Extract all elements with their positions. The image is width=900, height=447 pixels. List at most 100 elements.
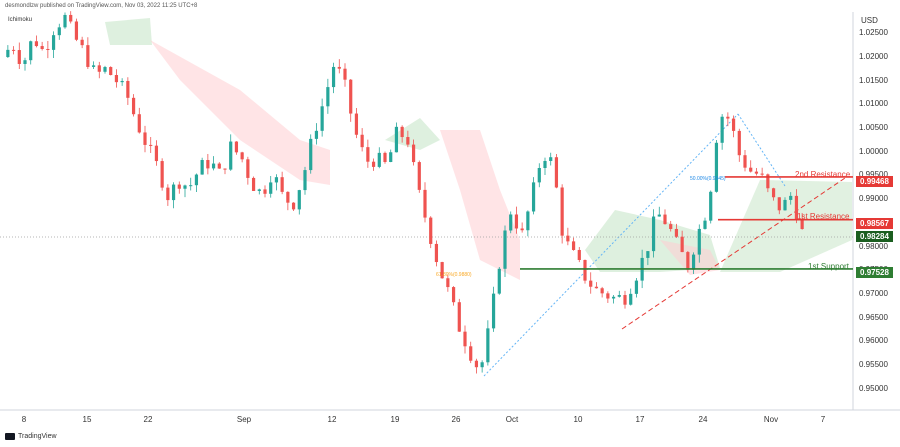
bull-candle [714, 142, 719, 192]
bull-candle [120, 80, 124, 83]
bear-candle [234, 141, 239, 153]
bear-candle [463, 331, 467, 347]
time-tick-label: 24 [698, 415, 708, 424]
bear-candle [669, 224, 673, 229]
bear-candle [337, 66, 341, 69]
support-1-label: 1st Support [808, 262, 849, 271]
bull-candle [657, 214, 661, 217]
bear-candle [777, 197, 781, 211]
bear-candle [74, 21, 79, 40]
time-tick-label: 22 [143, 415, 153, 424]
bear-candle [566, 235, 570, 242]
time-tick-label: Oct [505, 415, 519, 424]
bear-candle [17, 50, 21, 64]
bear-candle [177, 184, 181, 189]
bear-candle [571, 241, 576, 250]
bull-candle [503, 230, 507, 269]
time-tick-label: Nov [763, 415, 779, 424]
time-tick-label: 12 [327, 415, 337, 424]
bull-candle [91, 65, 96, 67]
bull-candle [309, 138, 313, 171]
bull-candle [646, 251, 650, 258]
bull-candle [23, 60, 27, 64]
resistance-1-label: 1st Resistance [797, 212, 850, 221]
bull-candle [509, 214, 513, 231]
bear-candle [514, 214, 519, 229]
bear-candle [109, 67, 113, 76]
fib-trend-line[interactable] [483, 113, 739, 377]
bear-candle [263, 189, 267, 194]
support-1-price-tag: 0.97528 [856, 267, 893, 278]
bear-candle [451, 287, 456, 303]
bear-candle [560, 187, 564, 236]
price-tick-label: 0.98000 [859, 241, 888, 251]
bear-candle [469, 346, 473, 361]
bear-candle [726, 116, 730, 119]
bull-candle [486, 328, 490, 363]
bull-candle [194, 174, 199, 186]
bear-candle [606, 293, 610, 299]
bull-candle [394, 126, 399, 153]
bear-candle [97, 65, 101, 72]
bear-candle [246, 159, 250, 178]
bull-candle [326, 87, 330, 107]
bear-candle [40, 46, 44, 49]
bear-candle [411, 144, 416, 163]
bull-candle [531, 182, 536, 212]
resistance-2-price-tag: 0.99468 [856, 176, 893, 187]
price-tick-label: 1.01000 [859, 99, 888, 109]
bear-candle [69, 14, 73, 22]
bull-candle [491, 293, 496, 329]
bear-candle [800, 219, 804, 229]
bear-candle [457, 302, 461, 332]
bear-candle [137, 114, 141, 133]
bull-candle [29, 41, 33, 61]
footer-brand-text: TradingView [18, 433, 57, 440]
bull-candle [171, 184, 176, 201]
bear-candle [440, 262, 444, 279]
bear-candle [154, 145, 159, 162]
ascending-trendline[interactable] [621, 177, 846, 330]
bear-candle [423, 189, 427, 218]
bear-candle [600, 288, 604, 294]
bull-candle [783, 199, 787, 211]
bear-candle [291, 202, 296, 210]
bull-candle [389, 152, 393, 162]
bull-candle [526, 211, 530, 231]
bull-candle [691, 254, 696, 270]
footer-brand[interactable]: TradingView [5, 433, 57, 440]
price-tick-label: 0.95000 [859, 383, 888, 393]
bear-candle [731, 118, 736, 131]
bear-candle [223, 168, 227, 170]
indicator-label[interactable]: Ichimoku [8, 17, 33, 23]
bear-candle [11, 49, 16, 51]
bear-candle [743, 155, 747, 168]
bull-candle [6, 49, 10, 58]
bull-candle [720, 116, 724, 143]
time-tick-label: 17 [635, 415, 645, 424]
bear-candle [349, 79, 353, 114]
tradingview-logo-icon [5, 433, 15, 440]
bear-candle [583, 259, 587, 281]
bull-candle [377, 152, 381, 167]
level-lines [520, 176, 853, 270]
bear-candle [474, 360, 479, 368]
fib-50-label: 50.00%(0.9945) [690, 176, 726, 182]
bear-candle [126, 80, 130, 98]
bear-candle [686, 252, 690, 270]
bear-candle [34, 41, 39, 47]
price-tick-label: 0.99500 [859, 170, 888, 180]
bull-candle [297, 190, 301, 210]
bull-candle [537, 168, 541, 183]
bull-candle [703, 220, 707, 229]
publisher-caption: desmondlzw published on TradingView.com,… [5, 3, 198, 9]
bear-candle [160, 161, 164, 188]
bear-candle [80, 39, 84, 46]
bear-candle [417, 162, 421, 190]
bear-candle [286, 191, 290, 203]
bear-candle [594, 286, 599, 289]
bull-candle [789, 195, 793, 200]
cloud-green-segment [105, 18, 152, 45]
time-tick-label: 15 [82, 415, 92, 424]
